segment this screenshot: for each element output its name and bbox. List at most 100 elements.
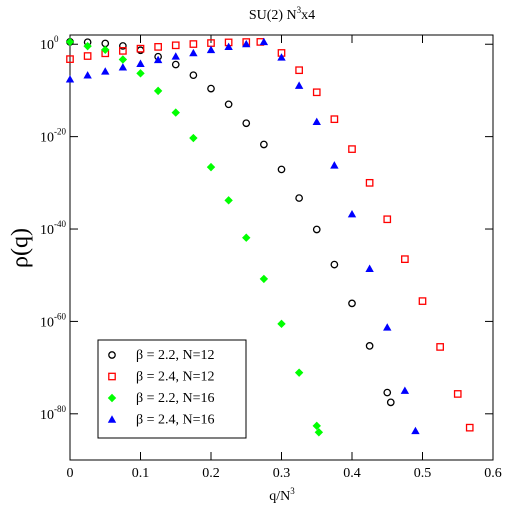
title-tail: x4	[301, 8, 315, 23]
y-tick-base: 10	[40, 131, 54, 146]
marker	[136, 44, 145, 53]
marker	[386, 398, 395, 407]
marker	[136, 59, 145, 67]
legend-label: β = 2.2, N=12	[136, 348, 215, 363]
marker	[295, 194, 303, 202]
plot-frame	[69, 34, 494, 461]
marker	[330, 115, 339, 124]
marker	[206, 45, 216, 54]
legend-box	[97, 339, 247, 439]
marker	[259, 274, 269, 284]
chart-title: SU(2) N3x4	[249, 5, 315, 23]
marker	[436, 343, 444, 351]
marker	[465, 423, 474, 432]
marker	[66, 55, 74, 63]
legend-marker	[108, 372, 116, 381]
legend-label: β = 2.4, N=12	[136, 370, 215, 385]
y-tick-exponent: -80	[54, 404, 66, 414]
marker	[383, 388, 392, 397]
marker	[153, 86, 163, 96]
y-tick-base: 10	[40, 223, 54, 238]
x-tick-label: 0.2	[202, 466, 220, 481]
marker	[411, 426, 420, 435]
marker	[119, 42, 127, 50]
y-tick-exponent: -40	[54, 219, 66, 229]
marker	[171, 108, 180, 117]
marker	[294, 368, 304, 377]
y-tick-base: 10	[40, 408, 54, 423]
marker	[400, 386, 410, 394]
marker	[277, 165, 286, 174]
series	[65, 37, 324, 437]
marker	[154, 43, 162, 51]
marker	[348, 145, 356, 153]
marker	[65, 37, 75, 47]
marker	[312, 421, 321, 431]
legend-label: β = 2.4, N=16	[136, 413, 215, 428]
marker	[330, 260, 339, 269]
marker	[101, 45, 110, 54]
legend-marker	[107, 415, 117, 423]
marker	[260, 140, 268, 149]
marker	[312, 117, 321, 126]
marker	[418, 297, 427, 305]
marker	[347, 210, 357, 218]
marker	[259, 37, 269, 46]
x-tick-label: 0.5	[414, 466, 432, 481]
marker	[365, 178, 374, 187]
y-tick-base: 10	[40, 38, 54, 53]
marker	[294, 81, 304, 89]
marker	[171, 52, 180, 60]
series	[66, 38, 474, 432]
xlabel-sup: 3	[290, 486, 295, 496]
legend-label: β = 2.2, N=16	[136, 391, 215, 406]
marker	[295, 66, 303, 75]
marker	[242, 39, 251, 48]
marker	[83, 71, 92, 79]
marker	[314, 428, 324, 437]
x-axis-label: q/N3	[269, 486, 295, 504]
marker	[189, 71, 198, 80]
marker	[83, 41, 92, 51]
marker	[383, 215, 392, 224]
marker	[242, 119, 251, 128]
y-tick-label: 100	[40, 34, 59, 53]
y-tick-label: 10-60	[40, 311, 66, 330]
marker	[101, 67, 110, 75]
x-tick-label: 0.6	[484, 466, 502, 481]
marker	[401, 255, 409, 264]
y-tick-label: 10-40	[40, 219, 66, 238]
marker	[224, 100, 233, 109]
x-tick-label: 0.4	[343, 466, 361, 481]
marker	[365, 264, 374, 272]
marker	[224, 196, 233, 205]
marker	[119, 47, 127, 55]
marker	[207, 84, 215, 93]
y-tick-exponent: -60	[54, 311, 66, 321]
marker	[242, 233, 251, 242]
x-tick-label: 0.1	[132, 466, 150, 481]
title-text: SU(2) N	[249, 8, 297, 23]
marker	[189, 40, 198, 48]
x-tick-label: 0.3	[273, 466, 291, 481]
marker	[171, 60, 180, 69]
marker	[65, 75, 75, 83]
marker	[118, 55, 128, 64]
y-tick-label: 10-20	[40, 127, 66, 146]
y-tick-base: 10	[40, 316, 54, 331]
marker	[224, 42, 233, 50]
y-tick-label: 10-80	[40, 404, 66, 423]
marker	[383, 323, 392, 331]
marker	[171, 41, 180, 50]
marker	[348, 299, 356, 308]
y-tick-exponent: 0	[54, 34, 59, 44]
marker	[153, 55, 163, 64]
xlabel-text: q/N	[269, 489, 290, 504]
marker	[312, 88, 321, 97]
marker	[136, 69, 145, 78]
x-tick-label: 0	[67, 466, 74, 481]
title-sup: 3	[297, 5, 302, 15]
marker	[83, 52, 92, 60]
